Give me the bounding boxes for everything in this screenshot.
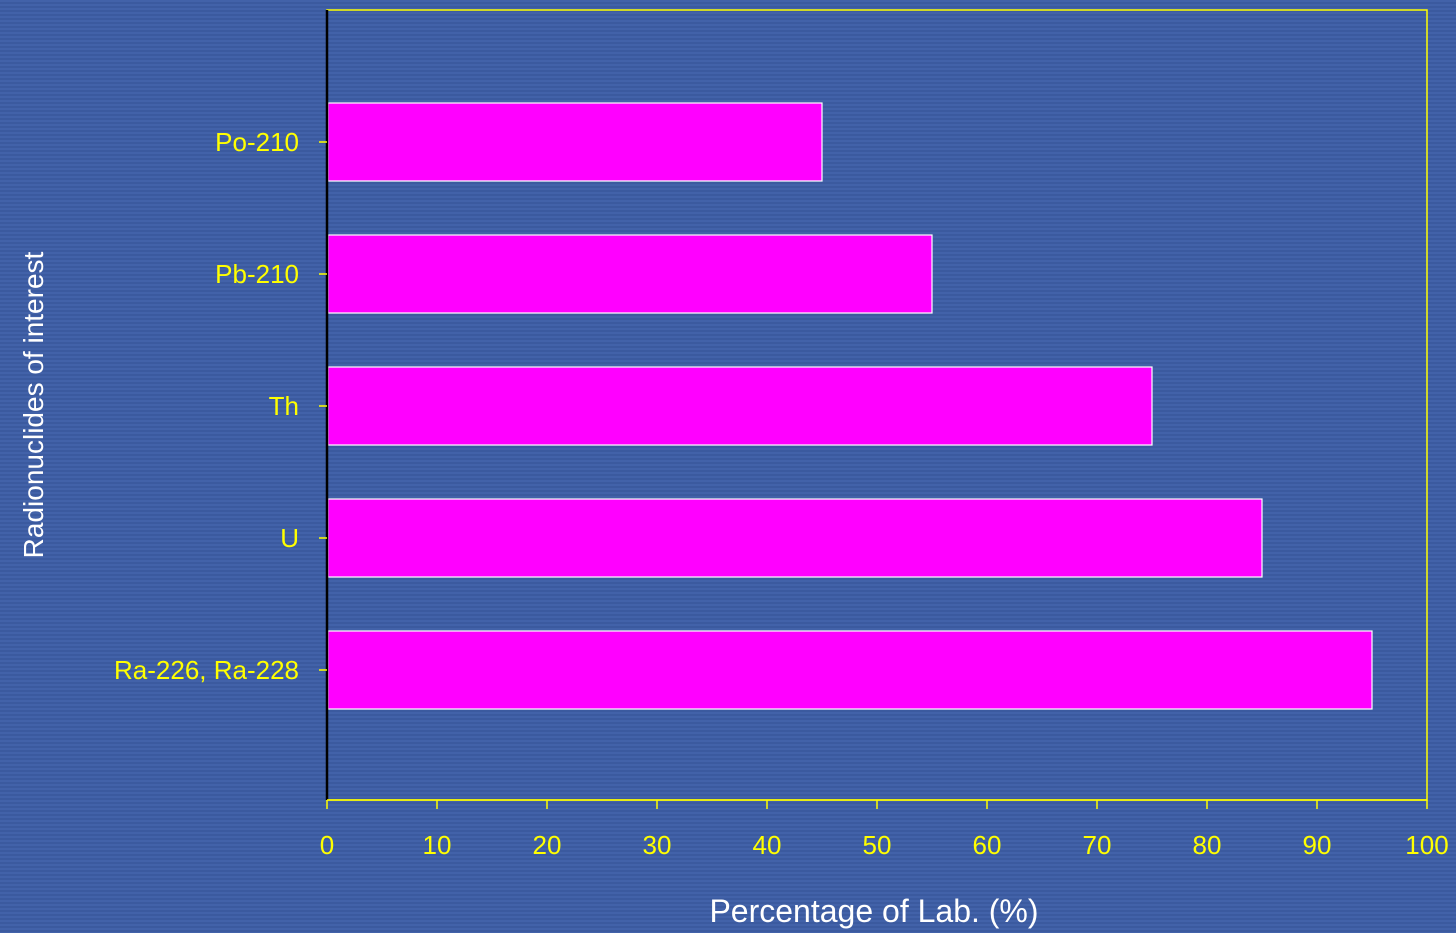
y-tick-label: Pb-210: [215, 259, 299, 289]
x-tick-label: 0: [320, 830, 334, 860]
x-tick-label: 30: [643, 830, 672, 860]
y-tick-label: Po-210: [215, 127, 299, 157]
bar-3: [327, 366, 1153, 446]
bar-2: [327, 234, 933, 314]
x-tick-label: 70: [1083, 830, 1112, 860]
y-tick-label: Th: [269, 391, 299, 421]
bar-1: [327, 102, 823, 182]
x-axis-title: Percentage of Lab. (%): [709, 893, 1038, 929]
y-axis-title: Radionuclides of interest: [18, 251, 49, 558]
x-tick-label: 80: [1193, 830, 1222, 860]
x-tick-label: 10: [423, 830, 452, 860]
bar-4: [327, 498, 1263, 578]
y-tick-label: U: [280, 523, 299, 553]
x-tick-label: 100: [1405, 830, 1448, 860]
x-tick-label: 40: [753, 830, 782, 860]
x-tick-label: 20: [533, 830, 562, 860]
x-tick-label: 90: [1303, 830, 1332, 860]
y-tick-label: Ra-226, Ra-228: [114, 655, 299, 685]
x-ticks-group: 0 10 20 30 40 50 60 70 80 90 100: [320, 800, 1449, 860]
x-tick-label: 50: [863, 830, 892, 860]
bars-group: [327, 102, 1373, 710]
x-tick-label: 60: [973, 830, 1002, 860]
y-ticks-group: Po-210 Pb-210 Th U Ra-226, Ra-228: [114, 127, 327, 685]
bar-5: [327, 630, 1373, 710]
